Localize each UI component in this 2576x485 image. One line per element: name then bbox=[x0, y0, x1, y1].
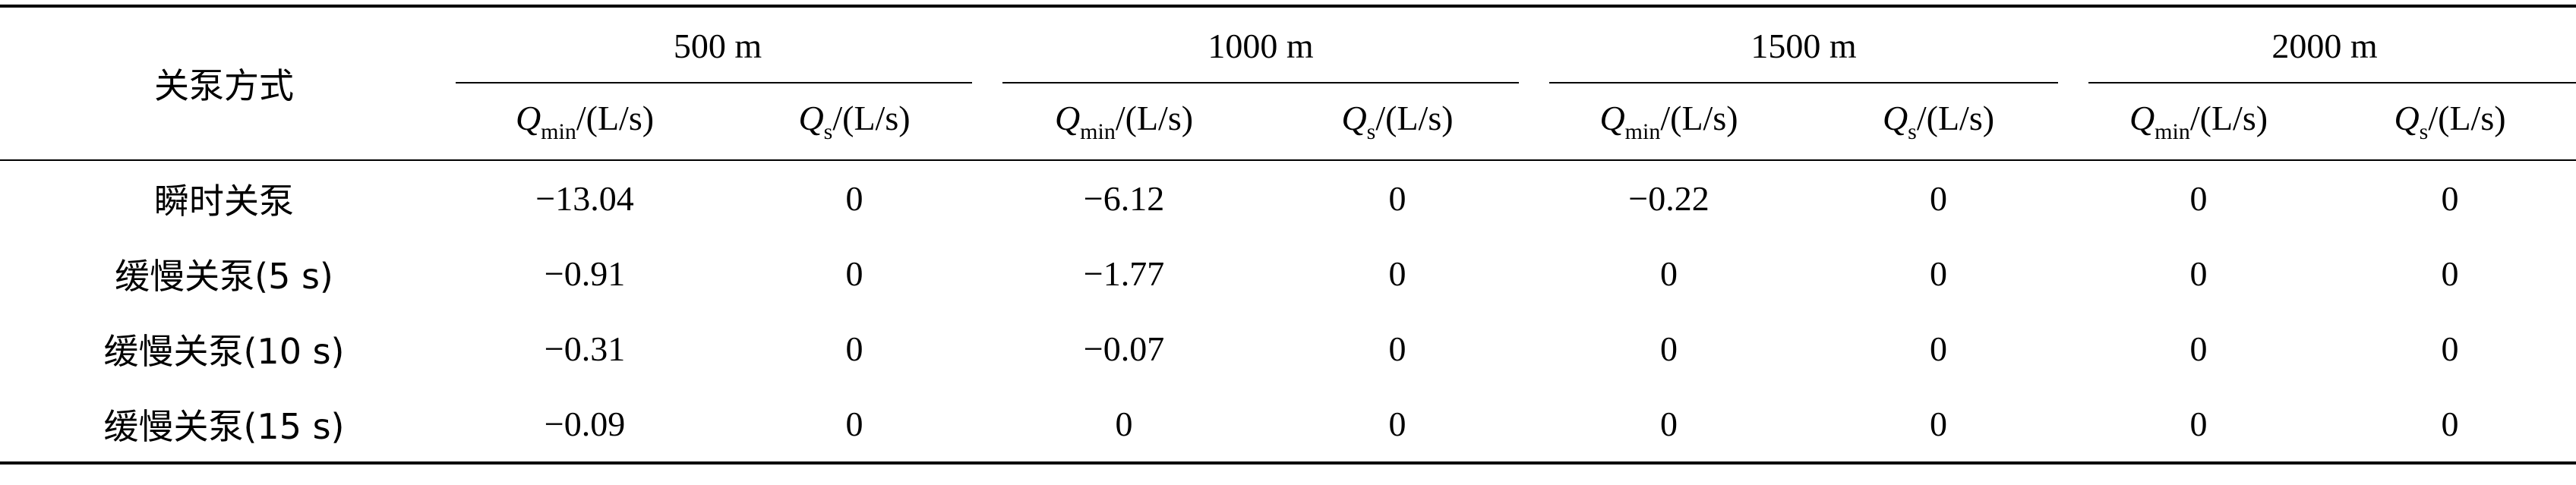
group-rule bbox=[1002, 82, 1519, 83]
table-row: 瞬时关泵 −13.04 0 −6.12 0 −0.22 0 0 0 bbox=[0, 160, 2576, 236]
group-header-1000: 1000 m bbox=[987, 5, 1534, 83]
results-table: 关泵方式 500 m 1000 m 1500 m 2000 m bbox=[0, 5, 2576, 465]
row-label: 缓慢关泵(15 s) bbox=[0, 386, 448, 465]
table-cell: 0 bbox=[721, 386, 987, 465]
table-cell: −0.07 bbox=[1083, 329, 1165, 368]
table-row: 缓慢关泵(10 s) −0.31 0 −0.07 0 0 0 0 0 bbox=[0, 311, 2576, 386]
table-cell: 0 bbox=[1388, 179, 1406, 218]
subheader-qs: Qs/(L/s) bbox=[2324, 83, 2576, 161]
table-cell: 0 bbox=[845, 179, 863, 218]
table-cell: 0 bbox=[1804, 386, 2073, 465]
header-row-groups: 关泵方式 500 m 1000 m 1500 m 2000 m bbox=[0, 5, 2576, 161]
table-cell: −0.22 bbox=[1628, 179, 1709, 218]
table-cell: −1.77 bbox=[1083, 254, 1165, 293]
table-cell: 0 bbox=[2189, 254, 2208, 293]
table-cell: 0 bbox=[2073, 386, 2324, 465]
table-cell: −0.91 bbox=[544, 254, 626, 293]
table-cell: −6.12 bbox=[1083, 179, 1165, 218]
group-label-text: 1000 m bbox=[1208, 26, 1314, 65]
subheader-qs: Qs/(L/s) bbox=[721, 83, 987, 161]
subheader-qmin: Qmin/(L/s) bbox=[987, 83, 1261, 161]
table-cell: 0 bbox=[1930, 254, 1947, 293]
table-cell: 0 bbox=[1388, 329, 1406, 368]
row-label: 瞬时关泵 bbox=[154, 180, 294, 222]
subheader-qmin: Qmin/(L/s) bbox=[2073, 83, 2324, 161]
row-header-label: 关泵方式 bbox=[0, 5, 448, 161]
group-rule bbox=[456, 82, 972, 83]
row-label: 缓慢关泵(10 s) bbox=[103, 330, 345, 372]
group-rule bbox=[1549, 82, 2058, 83]
table-cell: 0 bbox=[2441, 254, 2459, 293]
table-cell: 0 bbox=[1930, 179, 1947, 218]
subheader-qs: Qs/(L/s) bbox=[1261, 83, 1534, 161]
table-cell: 0 bbox=[845, 329, 863, 368]
table-row: 缓慢关泵(15 s) −0.09 0 0 0 0 0 0 0 bbox=[0, 386, 2576, 465]
group-label-text: 1500 m bbox=[1750, 26, 1857, 65]
table-cell: 0 bbox=[2189, 329, 2208, 368]
table-cell: 0 bbox=[1930, 329, 1947, 368]
header-row-subcolumns: Qmin/(L/s) Qs/(L/s) Qmin/(L/s) Qs/(L/s) … bbox=[0, 83, 2576, 161]
group-header-2000: 2000 m bbox=[2073, 5, 2576, 83]
group-label-text: 500 m bbox=[673, 26, 762, 65]
group-rule bbox=[2088, 82, 2576, 83]
table-cell: 0 bbox=[1534, 386, 1804, 465]
table-cell: 0 bbox=[2324, 386, 2576, 465]
subheader-qmin: Qmin/(L/s) bbox=[1534, 83, 1804, 161]
table-cell: 0 bbox=[2189, 179, 2208, 218]
group-header-1500: 1500 m bbox=[1534, 5, 2073, 83]
table-cell: 0 bbox=[1261, 386, 1534, 465]
table-cell: 0 bbox=[987, 386, 1261, 465]
table-cell: 0 bbox=[2441, 179, 2459, 218]
subheader-qmin: Qmin/(L/s) bbox=[448, 83, 721, 161]
table-row: 缓慢关泵(5 s) −0.91 0 −1.77 0 0 0 0 0 bbox=[0, 236, 2576, 311]
table-cell: −13.04 bbox=[535, 179, 634, 218]
table-cell: −0.31 bbox=[544, 329, 626, 368]
table-cell: −0.09 bbox=[448, 386, 721, 465]
table-cell: 0 bbox=[1660, 329, 1678, 368]
table-cell: 0 bbox=[1388, 254, 1406, 293]
group-header-500: 500 m bbox=[448, 5, 987, 83]
subheader-qs: Qs/(L/s) bbox=[1804, 83, 2073, 161]
group-label-text: 2000 m bbox=[2271, 26, 2378, 65]
table-cell: 0 bbox=[1660, 254, 1678, 293]
table-cell: 0 bbox=[845, 254, 863, 293]
table-cell: 0 bbox=[2441, 329, 2459, 368]
row-label: 缓慢关泵(5 s) bbox=[115, 255, 333, 297]
